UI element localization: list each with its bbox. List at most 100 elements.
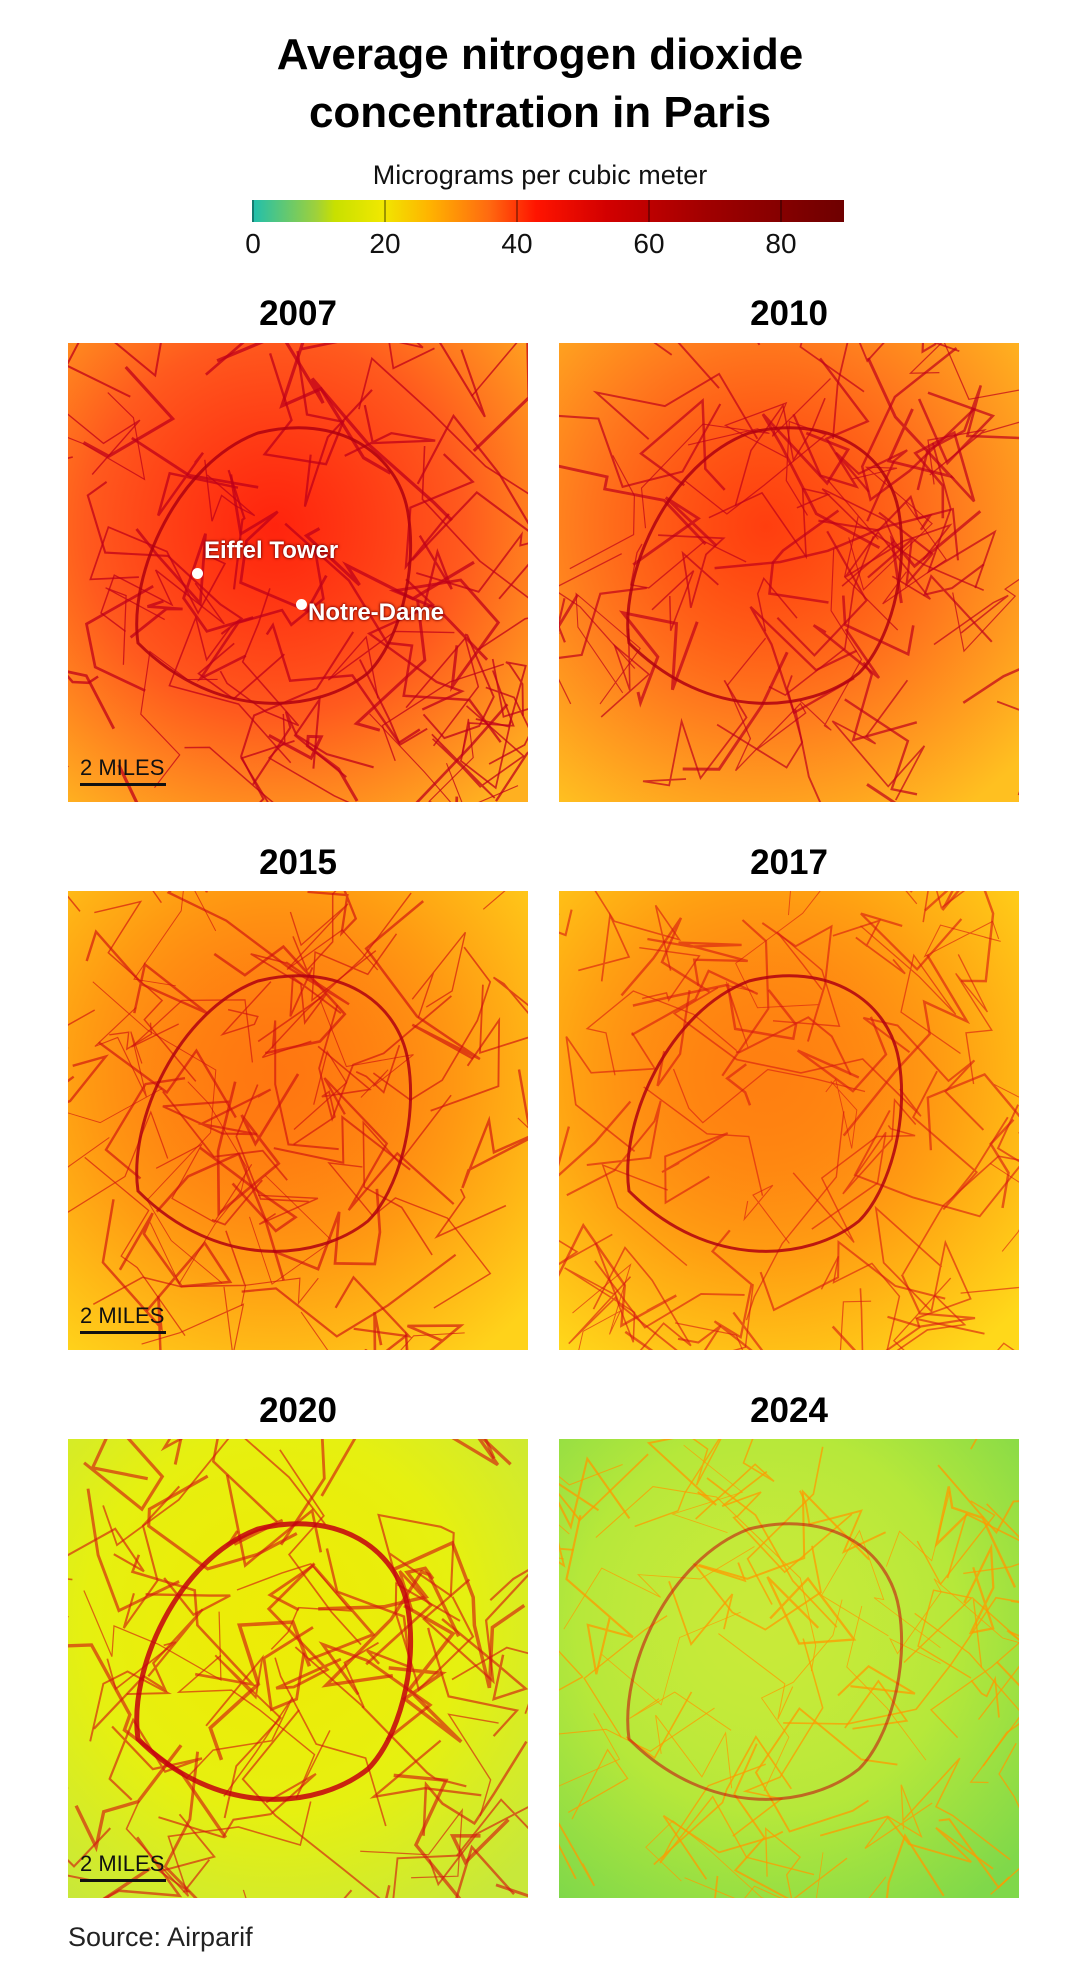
road-line [754,1707,898,1833]
scale-bar: 2 MILES [80,755,166,786]
road-line [68,343,162,398]
road-line [219,588,300,727]
road-line [495,751,528,802]
road-line [565,1515,634,1675]
road-line [837,1664,916,1697]
road-line [594,891,682,971]
road-line [430,1016,501,1112]
road-line [819,1815,994,1870]
road-line [422,1740,528,1836]
ring-road [134,1521,414,1802]
road-line [89,1670,172,1742]
no2-heatmap-2024 [559,1439,1019,1898]
road-line [155,1143,253,1223]
road-line [630,540,747,589]
scale-bar-line [80,1331,166,1334]
road-line [749,605,858,715]
road-line [471,343,518,397]
road-line [653,1735,793,1866]
road-line [451,1646,528,1714]
road-line [240,740,295,802]
no2-heatmap-2020 [68,1439,528,1898]
road-line [83,1439,165,1512]
road-line [404,453,475,571]
road-line [318,995,452,1122]
road-line [311,933,398,1002]
road-line [923,920,1001,958]
road-line [323,1077,455,1211]
road-line [792,1124,916,1243]
road-line [204,459,256,522]
road-line [563,1546,755,1630]
road-line [92,1230,247,1305]
panel-year-2017: 2017 [750,843,828,882]
road-line [157,1813,216,1893]
road-line [990,1742,1019,1895]
road-line [745,1111,845,1321]
road-line [104,1077,186,1180]
road-line [799,548,863,731]
road-line [776,530,868,657]
road-line [199,1146,298,1233]
road-line [933,594,1009,646]
road-line [559,1456,631,1530]
road-line [286,903,379,971]
road-line [166,891,350,1006]
road-line [618,610,699,708]
road-line [723,378,831,458]
road-line [475,661,527,728]
road-line [94,900,197,1082]
road-line [672,1068,866,1124]
map-2010 [559,343,1019,802]
legend-tick-mark [648,200,650,222]
road-line [173,1439,183,1465]
road-line [989,1118,1015,1209]
road-line [721,1470,853,1574]
road-line [428,718,519,802]
road-line [761,922,833,1042]
ring-road [135,426,413,705]
road-line [634,1439,722,1528]
road-line [559,1713,621,1787]
scale-bar: 2 MILES [80,1851,166,1882]
no2-heatmap-2015 [68,891,528,1350]
road-line [300,1311,465,1350]
road-line [818,494,960,561]
road-line [156,452,239,517]
road-line [84,1156,186,1336]
road-line [892,1277,1019,1350]
road-line [908,343,1019,400]
road-line [841,595,915,657]
road-line [344,404,436,457]
road-line [158,1773,317,1839]
road-line [913,430,976,519]
road-line [844,698,918,796]
road-line [566,1100,662,1197]
road-line [125,1800,312,1897]
road-line [684,1876,887,1898]
road-line [84,585,154,692]
road-line [796,1016,888,1093]
road-line [185,1696,294,1797]
road-line [853,1104,1019,1218]
road-line [369,713,463,802]
road-line [303,389,373,507]
road-line [393,1773,462,1898]
map-2024 [559,1439,1019,1898]
panel-year-2020: 2020 [259,1391,337,1430]
road-line [227,469,246,590]
title-line-2: concentration in Paris [308,88,772,137]
road-line [659,1763,815,1876]
road-line [216,343,453,522]
road-line [564,1267,636,1345]
road-line [325,1548,412,1670]
legend-tick-label: 0 [245,228,261,259]
road-line [651,570,695,631]
road-line [674,1300,872,1350]
pollution-gradient [559,343,1019,802]
road-line [655,1714,733,1789]
scale-bar-label: 2 MILES [80,1851,165,1876]
road-line [334,1275,413,1338]
road-line [422,1573,528,1685]
road-line [647,937,749,986]
